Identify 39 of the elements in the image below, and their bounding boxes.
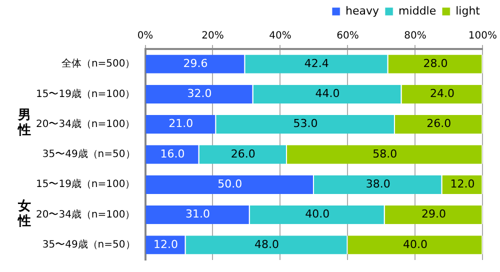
data-label: 58.0: [372, 147, 398, 160]
x-tick-label: 0%: [137, 30, 154, 42]
data-label: 40.0: [305, 208, 330, 221]
text: 男性: [18, 108, 31, 140]
x-tick-label: 20%: [202, 30, 224, 42]
data-label: 38.0: [366, 178, 390, 190]
y-tick-label: 20〜34歳（n=100）: [36, 208, 136, 220]
data-label: 32.0: [187, 87, 212, 100]
text: 女性: [18, 198, 31, 230]
data-label: 53.0: [293, 117, 318, 130]
data-label: 12.0: [450, 178, 475, 190]
data-label: 40.0: [402, 238, 428, 251]
data-label: 48.0: [254, 238, 279, 251]
y-tick-label: 全体（n=500）: [61, 58, 136, 70]
data-label: 28.0: [423, 56, 448, 70]
data-label: 12.0: [154, 238, 178, 251]
y-tick-label: 15〜19歳（n=100）: [36, 88, 136, 100]
legend-label: heavy: [346, 4, 380, 18]
data-label: 31.0: [186, 208, 210, 221]
y-tick-label: 15〜19歳（n=100）: [36, 178, 136, 190]
data-label: 29.6: [183, 56, 208, 70]
data-label: 24.0: [430, 87, 454, 100]
x-tick-label: 100%: [468, 30, 497, 42]
data-label: 21.0: [168, 117, 194, 130]
data-label: 26.0: [230, 147, 256, 160]
legend-label: middle: [398, 4, 436, 18]
y-tick-label: 20〜34歳（n=100）: [36, 118, 136, 130]
data-label: 29.0: [422, 208, 446, 221]
legend-label: light: [456, 4, 481, 18]
x-tick-label: 80%: [404, 30, 426, 42]
data-label: 42.4: [304, 56, 329, 70]
y-tick-label: 35〜49歳（n=50）: [42, 238, 136, 251]
x-tick-label: 40%: [269, 30, 292, 42]
data-label: 50.0: [218, 178, 242, 190]
data-label: 16.0: [160, 147, 185, 160]
data-label: 26.0: [426, 117, 452, 130]
x-tick-label: 60%: [336, 30, 359, 42]
data-label: 44.0: [315, 87, 340, 100]
y-tick-label: 35〜49歳（n=50）: [42, 148, 136, 160]
